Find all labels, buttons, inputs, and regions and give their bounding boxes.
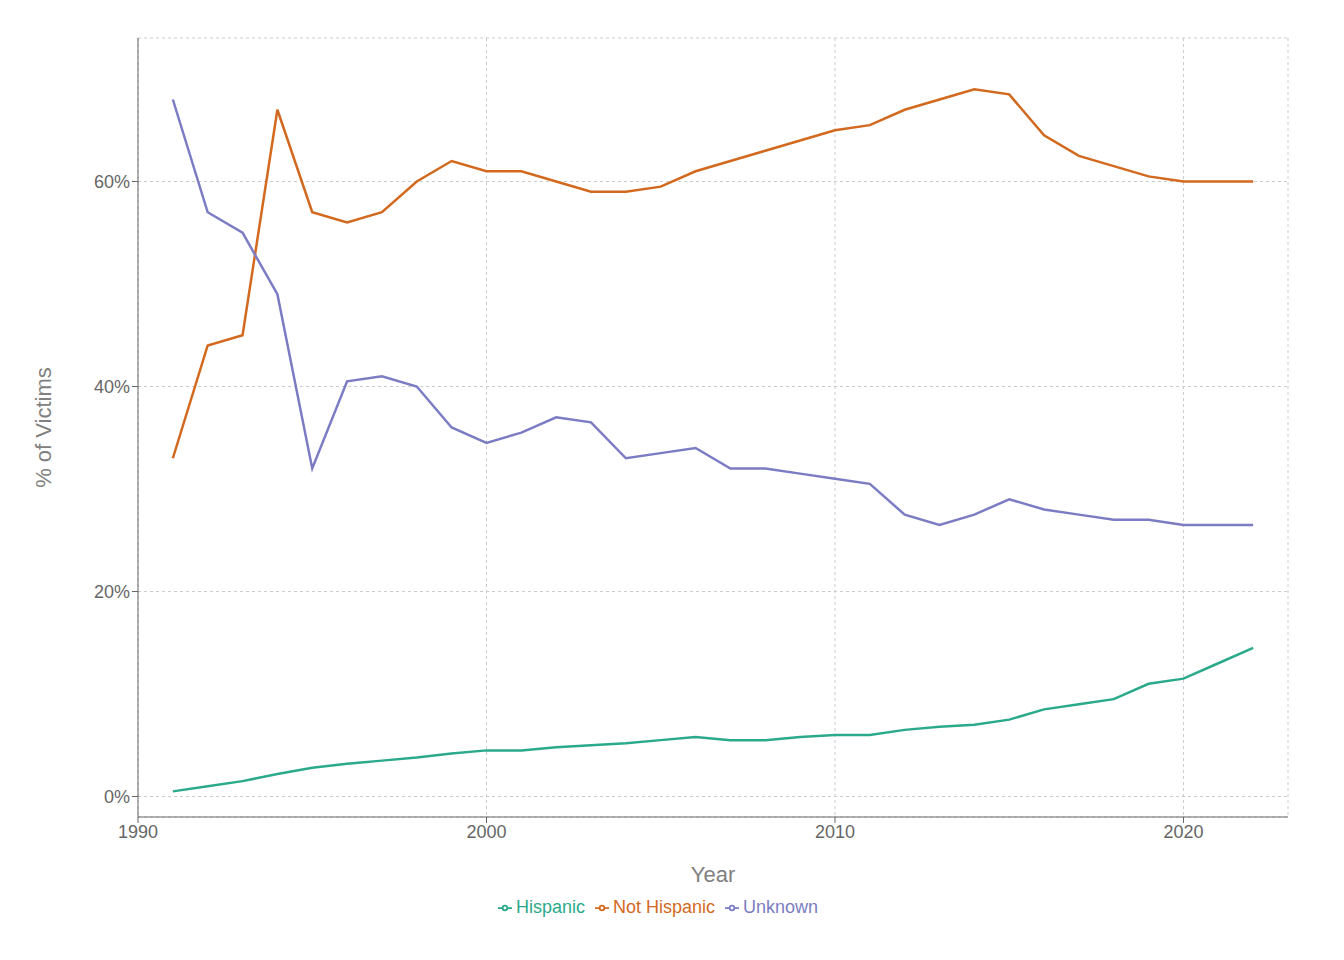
html-text:Unknown: Unknown xyxy=(743,897,819,917)
svg-text:1990: 1990 xyxy=(118,822,158,842)
svg-text:40%: 40% xyxy=(94,377,130,397)
svg-text:20%: 20% xyxy=(94,582,130,602)
svg-text:Year: Year xyxy=(691,862,735,887)
svg-text:2020: 2020 xyxy=(1163,822,1203,842)
html-text:Not Hispanic: Not Hispanic xyxy=(613,897,715,917)
html-text:Hispanic: Hispanic xyxy=(515,897,585,917)
svg-text:60%: 60% xyxy=(94,172,130,192)
svg-text:% of Victims: % of Victims xyxy=(31,367,56,488)
svg-text:0%: 0% xyxy=(104,787,130,807)
svg-text:2010: 2010 xyxy=(815,822,855,842)
svg-text:2000: 2000 xyxy=(466,822,506,842)
